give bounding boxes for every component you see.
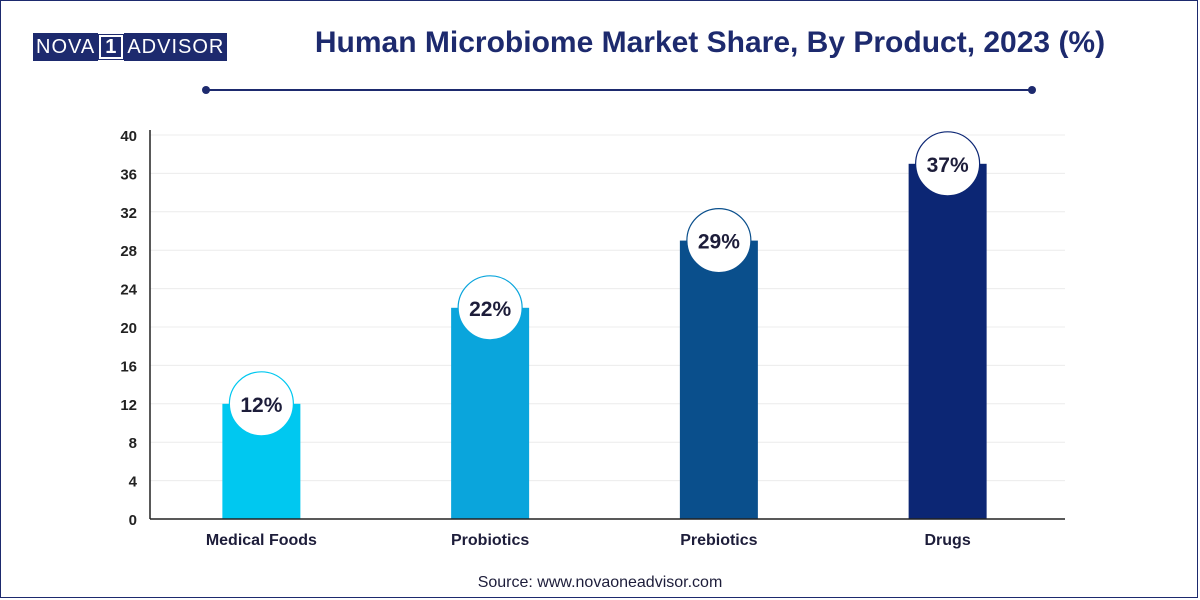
y-tick-label: 0 [129,512,137,529]
data-label-bubble [228,371,294,437]
y-tick-label: 4 [129,474,138,491]
data-labels: 12% 22% 29% 37% [228,131,981,437]
x-tick-label: Probiotics [451,532,529,549]
data-label: 37% [927,154,969,177]
y-tick-label: 8 [129,435,137,452]
bar-probiotics [451,307,530,519]
bar-prebiotics [679,240,758,519]
y-tick-label: 16 [120,358,137,375]
bars [222,163,987,520]
y-tick-label: 24 [120,282,137,299]
y-tick-label: 28 [120,243,137,260]
data-label-bubble [686,208,752,274]
x-tick-label: Prebiotics [680,532,757,549]
y-tick-label: 32 [120,205,137,222]
y-tick-label: 12 [120,397,137,414]
y-axis-ticks: 0 4 8 12 16 20 24 28 32 36 40 [120,128,137,529]
chart-title: Human Microbiome Market Share, By Produc… [314,26,1106,59]
bar-drugs [908,163,987,520]
data-label-bubble [457,275,523,341]
divider-right-dot [1028,86,1036,94]
y-tick-label: 20 [120,320,137,337]
source-note: Source: www.novaoneadvisor.com [477,574,723,591]
brand-logo-part-one: 1 [98,34,125,60]
data-label-bubble [915,131,981,197]
x-tick-label: Medical Foods [206,532,317,549]
title-divider [206,89,1032,91]
data-label: 22% [469,298,511,321]
y-tick-label: 36 [120,166,137,183]
x-tick-label: Drugs [925,532,971,549]
y-tick-label: 40 [120,128,137,145]
brand-logo-part-advisor: ADVISOR [124,33,228,61]
data-label: 12% [240,394,282,417]
data-label: 29% [698,231,740,254]
x-axis-labels: Medical Foods Probiotics Prebiotics Drugs [206,532,971,549]
brand-logo: NOVA 1 ADVISOR [33,33,228,61]
brand-logo-part-nova: NOVA [33,33,99,61]
